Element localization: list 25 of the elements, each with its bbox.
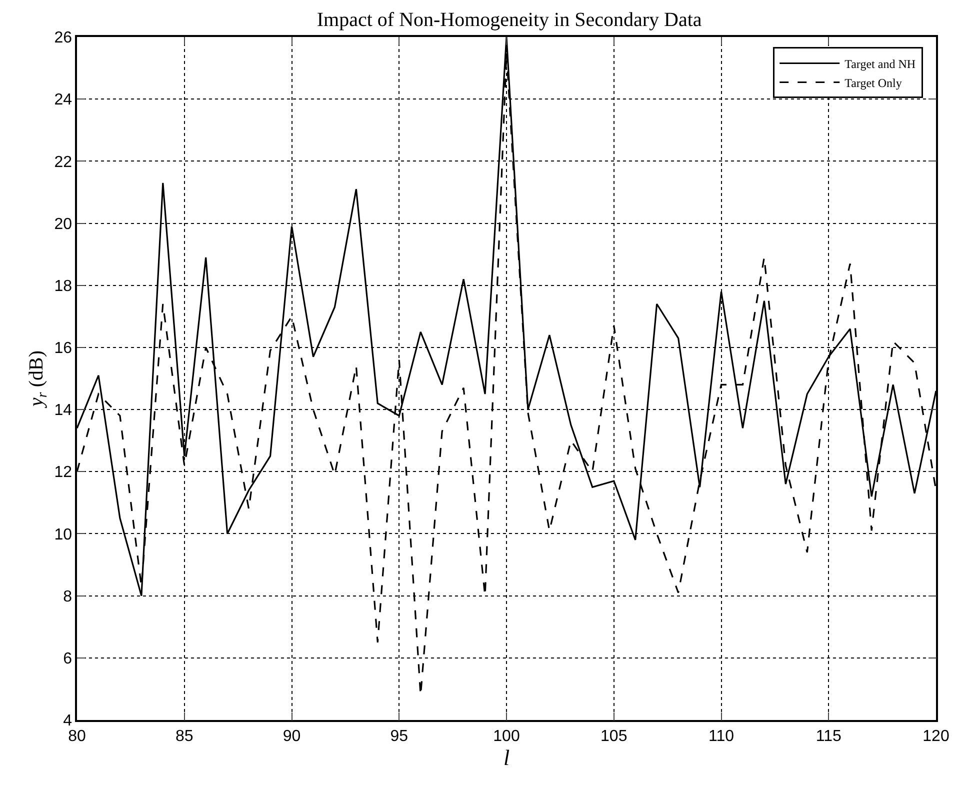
y-tick-label: 18 <box>54 278 72 295</box>
y-tick-label: 22 <box>54 154 72 171</box>
x-tick-label: 110 <box>708 728 734 745</box>
x-tick-label: 100 <box>493 728 520 745</box>
chart-title: Impact of Non-Homogeneity in Secondary Data <box>316 8 702 31</box>
y-tick-label: 4 <box>63 712 72 730</box>
x-tick-label: 95 <box>390 728 408 745</box>
legend-label: Target and NH <box>844 56 916 71</box>
y-tick-label: 8 <box>63 588 72 606</box>
x-tick-label: 115 <box>816 728 842 745</box>
x-tick-label: 105 <box>600 728 628 745</box>
y-tick-label: 12 <box>54 464 72 482</box>
x-axis-title: l <box>503 744 510 770</box>
y-tick-label: 26 <box>54 30 72 47</box>
x-tick-label: 90 <box>282 728 301 745</box>
x-tick-label: 85 <box>175 728 194 745</box>
y-tick-label: 16 <box>54 340 72 358</box>
y-tick-label: 10 <box>54 526 72 544</box>
legend-label: Target Only <box>844 76 902 90</box>
x-tick-label: 120 <box>922 728 950 745</box>
y-tick-label: 6 <box>63 650 72 668</box>
x-tick-label: 80 <box>68 728 86 745</box>
y-tick-label: 14 <box>54 402 72 420</box>
y-tick-label: 24 <box>54 92 72 109</box>
y-tick-label: 20 <box>54 216 72 233</box>
